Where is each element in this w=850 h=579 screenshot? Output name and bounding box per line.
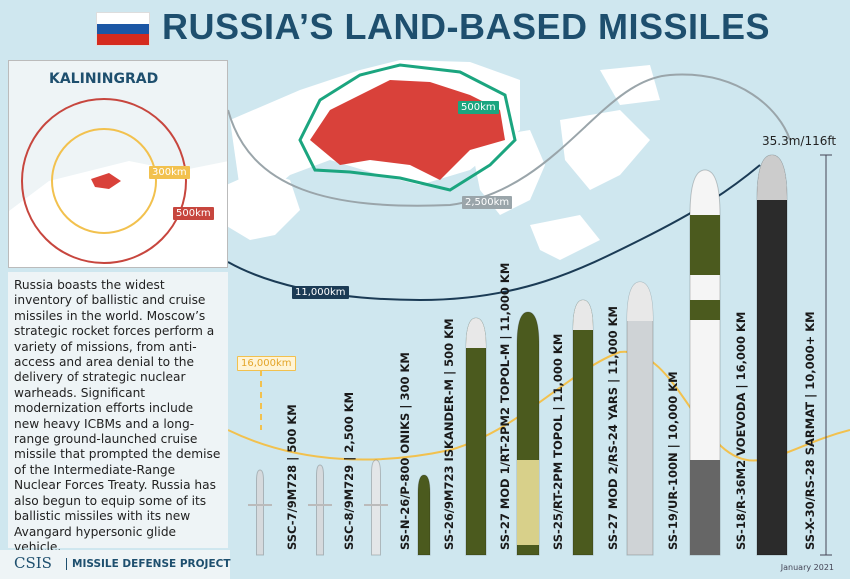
missile-label: SSC-8/9M729 | 2,500 KM bbox=[342, 391, 356, 550]
footer bbox=[0, 550, 230, 579]
range-2500km-arc bbox=[227, 73, 791, 207]
date-label: January 2021 bbox=[780, 563, 834, 572]
inset-title: KALININGRAD bbox=[49, 71, 159, 87]
missile-label: SS-27 MOD 1/RT-2PM2 TOPOL-M | 11,000 KM bbox=[498, 262, 512, 550]
range-label-2500km: 2,500km bbox=[462, 196, 513, 209]
missile-label: SS-26/9M723 ISKANDER-M | 500 KM bbox=[442, 318, 456, 550]
range-500km-ring bbox=[298, 63, 517, 192]
csis-logo: CSIS bbox=[14, 554, 52, 572]
kaliningrad-territory bbox=[91, 173, 121, 189]
russia-territory bbox=[310, 80, 505, 180]
missile-label: SS-19/UR-100N | 10,000 KM bbox=[666, 371, 680, 550]
missile-9 bbox=[689, 169, 721, 556]
inset-range-300km: 300km bbox=[149, 166, 190, 179]
missile-label: SS-27 MOD 2/RS-24 YARS | 11,000 KM bbox=[606, 306, 620, 550]
missile-label: SS-X-30/RS-28 SARMAT | 10,000+ KM bbox=[803, 311, 817, 550]
missile-8 bbox=[626, 281, 654, 556]
range-label-16000km: 16,000km bbox=[237, 356, 296, 371]
missile-label: SSC-7/9M728 | 500 KM bbox=[285, 404, 299, 550]
kaliningrad-inset-map: KALININGRAD 300km 500km bbox=[8, 60, 228, 268]
missile-label: SS-18/R-36M2 VOEVODA | 16,000 KM bbox=[734, 311, 748, 550]
missile-label: SS-25/RT-2PM TOPOL | 11,000 KM bbox=[551, 333, 565, 550]
range-label-500km: 500km bbox=[458, 101, 499, 114]
range-label-11000km: 11,000km bbox=[292, 286, 349, 299]
missile-5 bbox=[465, 317, 487, 556]
page-title: RUSSIA’S LAND-BASED MISSILES bbox=[162, 6, 771, 47]
russia-flag bbox=[96, 12, 150, 46]
missile-6 bbox=[516, 311, 540, 556]
missile-4 bbox=[417, 474, 431, 556]
missile-2 bbox=[308, 464, 332, 556]
missile-1 bbox=[248, 469, 272, 556]
missile-7 bbox=[572, 299, 594, 556]
project-name: MISSILE DEFENSE PROJECT bbox=[66, 558, 231, 570]
missile-10 bbox=[756, 154, 788, 556]
scale-label: 35.3m/116ft bbox=[762, 134, 837, 148]
description-text: Russia boasts the widest inventory of ba… bbox=[8, 272, 228, 554]
missile-3 bbox=[364, 459, 388, 556]
missile-label: SS-N-26/P-800 ONIKS | 300 KM bbox=[398, 352, 412, 550]
missile-lineup bbox=[248, 154, 788, 556]
inset-range-500km: 500km bbox=[173, 207, 214, 220]
